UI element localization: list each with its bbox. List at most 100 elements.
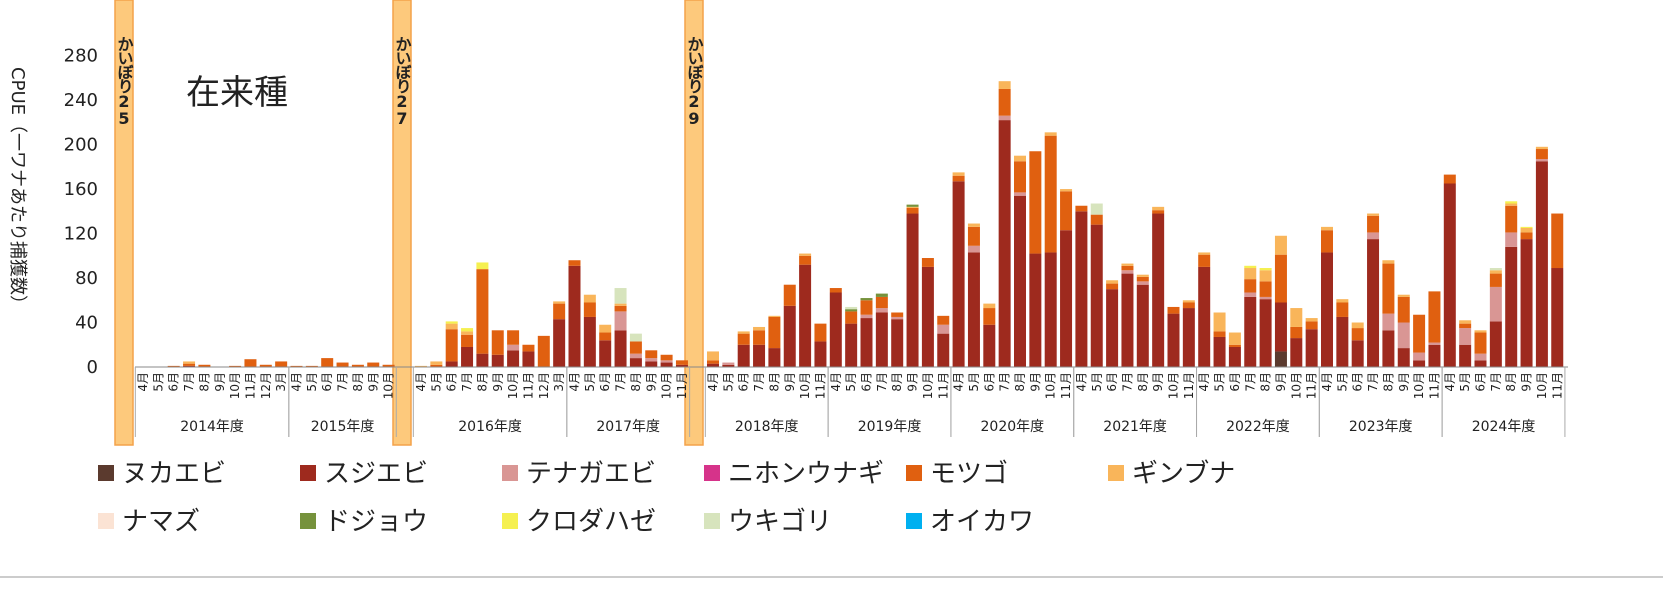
legend-swatch <box>704 465 720 481</box>
bar-segment <box>845 311 858 324</box>
x-group-label: 2016年度 <box>458 419 522 435</box>
x-group-label: 2020年度 <box>981 419 1045 435</box>
x-tick-label: 9月 <box>366 372 380 392</box>
bar-segment <box>1520 239 1533 367</box>
bar-segment <box>1213 312 1226 332</box>
x-tick-label: 10月 <box>1535 372 1549 399</box>
bar-segment <box>891 319 904 367</box>
bar-segment <box>430 364 443 367</box>
kaibori-label: かいぼり27 <box>393 36 412 126</box>
bar-segment <box>722 364 735 367</box>
bar-segment <box>1044 252 1057 367</box>
bar-segment <box>1044 135 1057 253</box>
bar-segment <box>660 362 673 367</box>
x-tick-label: 11月 <box>243 372 257 399</box>
bar-segment <box>1474 360 1487 367</box>
bar-segment <box>1228 344 1241 347</box>
y-tick-label: 200 <box>64 135 98 156</box>
bar-segment <box>1014 161 1026 193</box>
bar-segment <box>675 364 688 367</box>
kaibori-label: かいぼり29 <box>685 36 704 126</box>
bar-segment <box>1198 266 1211 367</box>
x-tick-label: 6月 <box>598 372 612 392</box>
x-tick-label: 6月 <box>1105 372 1119 392</box>
bar-segment <box>367 362 380 367</box>
bar-segment <box>568 265 581 367</box>
bar-segment <box>1397 322 1410 349</box>
bar-segment <box>707 351 719 361</box>
bar-segment <box>998 115 1011 121</box>
bar-segment <box>1336 299 1349 303</box>
x-tick-label: 7月 <box>460 372 474 392</box>
bar-segment <box>952 181 965 367</box>
y-tick-label: 120 <box>64 224 98 245</box>
bar-segment <box>1489 286 1502 322</box>
bar-segment <box>1305 318 1318 322</box>
bar-segment <box>860 318 873 367</box>
bar-segment <box>1121 263 1134 266</box>
legend-label: ドジョウ <box>324 507 428 537</box>
bar-segment <box>183 361 196 364</box>
x-tick-label: 9月 <box>1028 372 1042 392</box>
bar-segment <box>1367 215 1380 233</box>
y-tick-label: 280 <box>64 46 98 67</box>
bar-segment <box>1305 321 1318 330</box>
bar-segment <box>1428 344 1441 367</box>
x-tick-label: 9月 <box>1274 372 1288 392</box>
bar-segment <box>1489 273 1502 287</box>
bar-segment <box>1121 270 1134 274</box>
bar-segment <box>275 361 288 367</box>
x-tick-label: 5月 <box>721 372 735 392</box>
x-tick-label: 5月 <box>844 372 858 392</box>
bar-segment <box>507 350 520 367</box>
bar-segment <box>829 288 842 293</box>
bar-segment <box>1505 205 1518 233</box>
x-tick-label: 7月 <box>1120 372 1134 392</box>
bar-segment <box>1290 326 1303 339</box>
x-tick-label: 5月 <box>1458 372 1472 392</box>
bar-segment <box>768 316 781 349</box>
x-tick-label: 6月 <box>860 372 874 392</box>
bar-segment <box>1397 296 1410 323</box>
x-tick-label: 9月 <box>906 372 920 392</box>
bar-segment <box>382 364 395 367</box>
bar-segment <box>1244 268 1257 280</box>
bar-segment <box>583 302 596 317</box>
x-tick-label: 8月 <box>1504 372 1518 392</box>
bar-segment <box>1152 213 1165 367</box>
bar-segment <box>1106 289 1119 367</box>
bar-segment <box>1321 252 1333 367</box>
bar-segment <box>707 363 719 367</box>
bar-segment <box>937 315 950 325</box>
x-group-label: 2023年度 <box>1349 419 1413 435</box>
bar-segment <box>1167 306 1180 314</box>
bar-segment <box>1321 230 1333 253</box>
bar-segment <box>1228 346 1241 367</box>
legend-label: クロダハゼ <box>526 507 656 537</box>
bar-segment <box>1459 323 1472 329</box>
x-tick-label: 11月 <box>1182 372 1196 399</box>
bar-segment <box>1136 276 1149 282</box>
bar-segment <box>875 296 888 309</box>
bar-segment <box>1351 328 1364 341</box>
x-tick-label: 8月 <box>890 372 904 392</box>
bar-segment <box>1474 330 1487 333</box>
bar-segment <box>614 288 627 304</box>
bar-segment <box>737 331 750 334</box>
legend-label: モツゴ <box>930 459 1008 489</box>
x-tick-label: 9月 <box>491 372 505 392</box>
bar-segment <box>1428 342 1441 345</box>
bar-segment <box>799 253 812 256</box>
bar-segment <box>507 330 520 345</box>
bar-segment <box>1505 203 1518 206</box>
bar-segment <box>1106 283 1119 290</box>
bar-segment <box>629 353 642 359</box>
y-tick-label: 240 <box>64 90 98 111</box>
bar-segment <box>1489 321 1502 367</box>
bar-segment <box>1505 201 1518 204</box>
bar-segment <box>1075 211 1088 367</box>
x-tick-label: 12月 <box>537 372 551 399</box>
bar-segment <box>660 354 673 361</box>
bar-segment <box>290 365 303 367</box>
bar-segment <box>599 340 612 367</box>
